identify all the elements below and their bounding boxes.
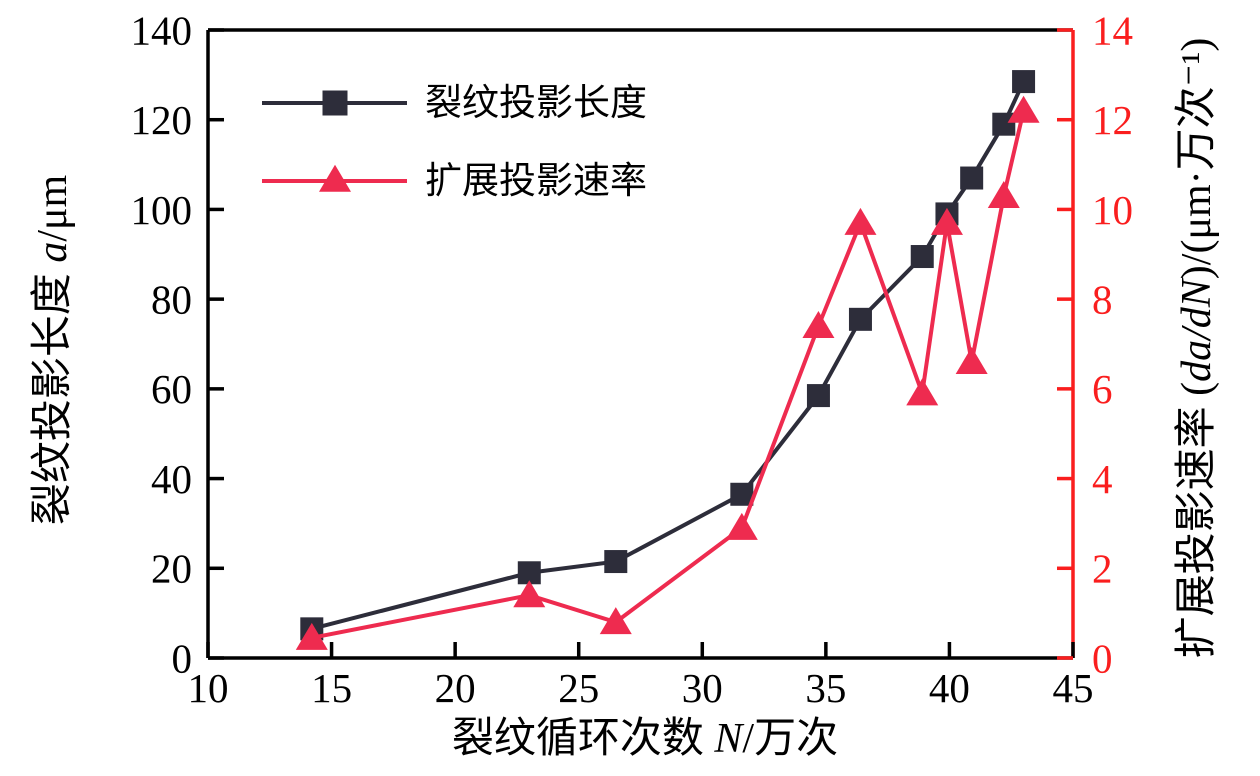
y-left-tick-label: 20 [151, 546, 192, 592]
y-left-tick-label: 60 [151, 366, 192, 412]
square-marker-icon [730, 482, 754, 506]
triangle-marker-icon [1007, 95, 1040, 123]
y-right-tick-label: 4 [1092, 456, 1113, 502]
y-right-tick-label: 0 [1092, 635, 1113, 681]
x-tick-label: 35 [805, 665, 846, 711]
triangle-marker-icon [318, 164, 351, 192]
y-left-tick-label: 140 [131, 7, 193, 53]
y-right-tick-label: 14 [1092, 7, 1133, 53]
y-right-tick-label: 12 [1092, 97, 1133, 143]
x-tick-label: 15 [311, 665, 352, 711]
y-left-axis-title: 裂纹投影长度 a/μm [30, 174, 76, 525]
square-marker-icon [960, 166, 984, 190]
y-right-tick-label: 8 [1092, 276, 1113, 322]
triangle-marker-icon [513, 580, 546, 608]
y-left-tick-label: 0 [172, 635, 193, 681]
x-tick-label: 10 [188, 665, 229, 711]
square-marker-icon [517, 561, 541, 585]
y-left-tick-label: 120 [131, 97, 193, 143]
square-marker-icon [848, 307, 872, 331]
triangle-marker-icon [844, 207, 877, 235]
legend-line-crimson [262, 164, 407, 192]
triangle-marker-icon [930, 207, 963, 235]
legend: 裂纹投影长度 扩展投影速率 [262, 83, 647, 201]
triangle-marker-icon [725, 512, 758, 540]
triangle-marker-icon [987, 180, 1020, 208]
x-tick-label: 40 [929, 665, 970, 711]
y-left-tick-label: 100 [131, 187, 193, 233]
x-axis-title: 裂纹循环次数 N/万次 [452, 716, 838, 762]
legend-label-growth-rate: 扩展投影速率 [425, 160, 647, 202]
legend-item-crack-length: 裂纹投影长度 [262, 83, 647, 123]
y-right-tick-label: 10 [1092, 187, 1133, 233]
triangle-marker-icon [955, 346, 988, 374]
legend-item-growth-rate: 扩展投影速率 [262, 161, 647, 201]
square-marker-icon [604, 550, 628, 574]
x-tick-label: 20 [435, 665, 476, 711]
triangle-marker-icon [295, 622, 328, 650]
square-marker-icon [806, 384, 830, 408]
x-tick-label: 30 [682, 665, 723, 711]
triangle-marker-icon [802, 311, 835, 339]
y-right-tick-label: 6 [1092, 366, 1113, 412]
legend-label-crack-length: 裂纹投影长度 [425, 82, 647, 124]
x-tick-label: 45 [1053, 665, 1094, 711]
y-left-tick-label: 80 [151, 276, 192, 322]
y-right-tick-label: 2 [1092, 546, 1113, 592]
square-marker-icon [992, 112, 1016, 136]
x-tick-label: 25 [558, 665, 599, 711]
square-marker-icon [1012, 70, 1036, 94]
square-marker-icon [910, 245, 934, 269]
square-marker-icon [322, 90, 347, 116]
y-left-tick-label: 40 [151, 456, 192, 502]
y-right-axis-title: 扩展投影速率 (da/dN)/(μm·万次⁻¹) [1173, 38, 1220, 659]
triangle-marker-icon [599, 607, 632, 635]
triangle-marker-icon [906, 378, 939, 406]
legend-line-dark [262, 90, 407, 116]
